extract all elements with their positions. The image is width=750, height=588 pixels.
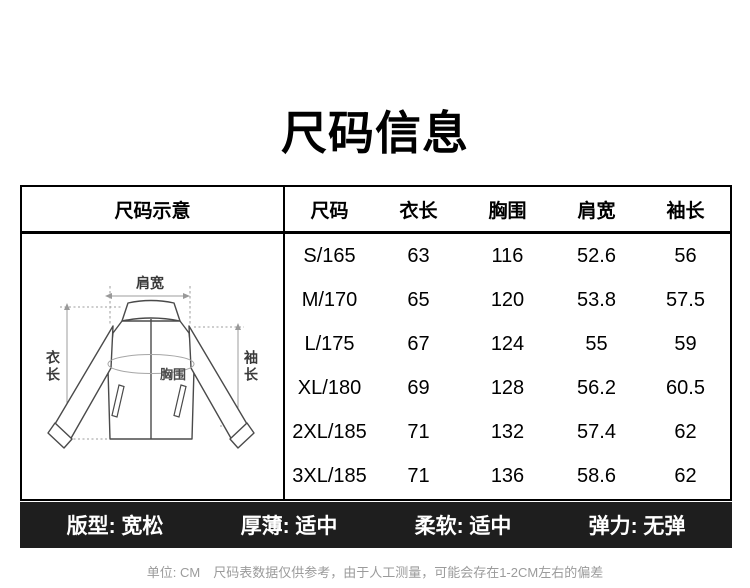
size-data-grid: S/165 63 116 52.6 56 M/170 65 120 53.8 5… [285,234,730,499]
value-cell: 128 [490,377,525,400]
size-cell: 2XL/185 [292,421,367,444]
chest-label: 胸围 [160,367,187,382]
measure-column-headers: 尺码 衣长 胸围 肩宽 袖长 [285,187,730,231]
value-cell: 124 [490,332,525,355]
illustration-column-header: 尺码示意 [22,187,285,231]
size-cell: 3XL/185 [292,465,367,488]
column-header-size: 尺码 [310,200,349,222]
jacket-sketch-icon [47,286,255,449]
column-header-length: 衣长 [399,200,438,222]
column-header-chest: 胸围 [488,200,527,222]
value-cell: 57.4 [577,421,616,444]
value-cell: 55 [585,332,608,355]
value-cell: 53.8 [577,288,616,311]
value-cell: 59 [674,332,697,355]
attribute-softness: 柔软: 适中 [414,515,512,538]
attribute-fit: 版型: 宽松 [66,515,164,538]
value-cell: 136 [490,465,525,488]
column-header-shoulder: 肩宽 [577,200,616,222]
value-cell: 52.6 [577,244,616,267]
value-cell: 116 [491,244,524,267]
value-cell: 65 [407,288,430,311]
size-cell: L/175 [304,332,355,355]
attribute-elasticity: 弹力: 无弹 [588,515,686,538]
value-cell: 63 [407,244,430,267]
garment-length-label: 衣长 [45,350,61,384]
table-body: 肩宽 衣长 袖长 胸围 S/165 63 116 52.6 56 M/170 6… [22,234,730,499]
size-cell: XL/180 [297,377,362,400]
attribute-thickness: 厚薄: 适中 [240,515,338,538]
value-cell: 62 [674,421,697,444]
jacket-illustration: 肩宽 衣长 袖长 胸围 [22,234,283,499]
sleeve-length-label: 袖长 [243,350,259,384]
table-header-row: 尺码示意 尺码 衣长 胸围 肩宽 袖长 [22,187,730,234]
attribute-bar: 版型: 宽松 厚薄: 适中 柔软: 适中 弹力: 无弹 [20,502,732,548]
size-cell: S/165 [303,244,356,267]
column-header-sleeve: 袖长 [666,200,705,222]
value-cell: 56.2 [577,377,616,400]
value-cell: 57.5 [666,288,705,311]
measurement-disclaimer: 单位: CM 尺码表数据仅供参考，由于人工测量，可能会存在1-2CM左右的偏差 [146,565,604,580]
value-cell: 67 [407,332,430,355]
illustration-cell: 肩宽 衣长 袖长 胸围 [22,234,285,499]
value-cell: 71 [407,421,430,444]
value-cell: 69 [407,377,430,400]
page-title: 尺码信息 [281,107,469,159]
value-cell: 56 [674,244,697,267]
shoulder-width-label: 肩宽 [136,275,164,291]
value-cell: 120 [490,288,525,311]
size-cell: M/170 [301,288,358,311]
value-cell: 60.5 [666,377,705,400]
size-table: 尺码示意 尺码 衣长 胸围 肩宽 袖长 [20,185,732,501]
value-cell: 62 [674,465,697,488]
value-cell: 71 [407,465,430,488]
value-cell: 132 [490,421,525,444]
value-cell: 58.6 [577,465,616,488]
